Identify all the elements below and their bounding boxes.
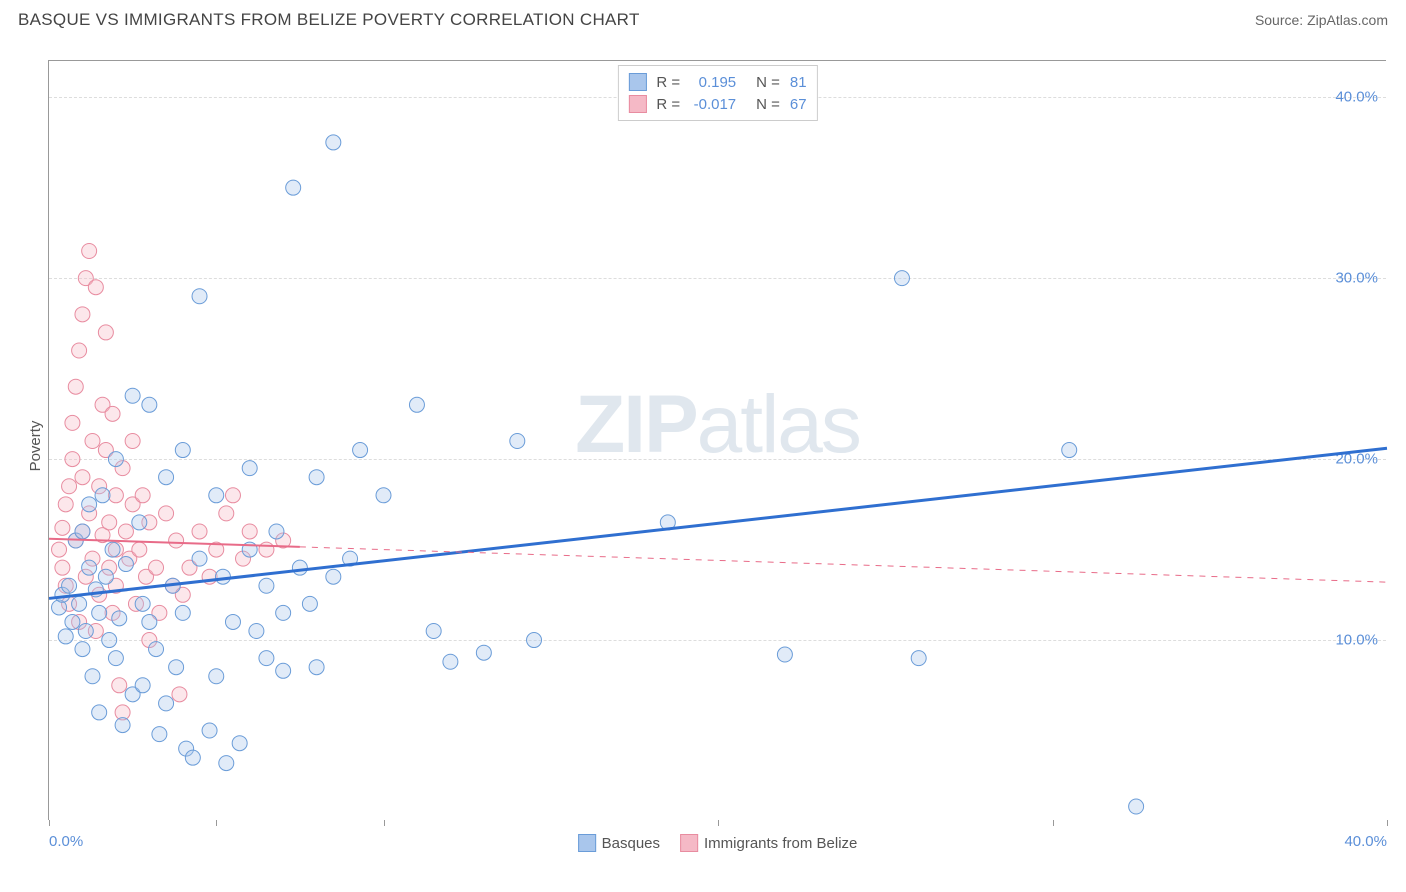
swatch-icon	[680, 834, 698, 852]
legend-row-basques: R = 0.195 N = 81	[628, 71, 806, 93]
legend-item-basques: Basques	[578, 834, 660, 852]
y-axis-label: Poverty	[27, 421, 44, 472]
xtick-label: 40.0%	[1344, 833, 1387, 850]
xtick-label: 0.0%	[49, 833, 83, 850]
chart-title: BASQUE VS IMMIGRANTS FROM BELIZE POVERTY…	[18, 10, 640, 30]
xtick	[718, 820, 719, 826]
scatter-plot	[49, 61, 1386, 820]
xtick	[384, 820, 385, 826]
source-label: Source: ZipAtlas.com	[1255, 12, 1388, 28]
xtick	[1387, 820, 1388, 826]
legend-item-belize: Immigrants from Belize	[680, 834, 857, 852]
xtick	[49, 820, 50, 826]
legend-row-belize: R = -0.017 N = 67	[628, 93, 806, 115]
xtick	[1053, 820, 1054, 826]
chart-area: ZIPatlas 10.0%20.0%30.0%40.0%0.0%40.0% R…	[48, 60, 1386, 820]
series-legend: Basques Immigrants from Belize	[578, 834, 858, 852]
swatch-icon	[578, 834, 596, 852]
swatch-icon	[628, 73, 646, 91]
xtick	[216, 820, 217, 826]
swatch-icon	[628, 95, 646, 113]
correlation-legend: R = 0.195 N = 81 R = -0.017 N = 67	[617, 65, 817, 121]
